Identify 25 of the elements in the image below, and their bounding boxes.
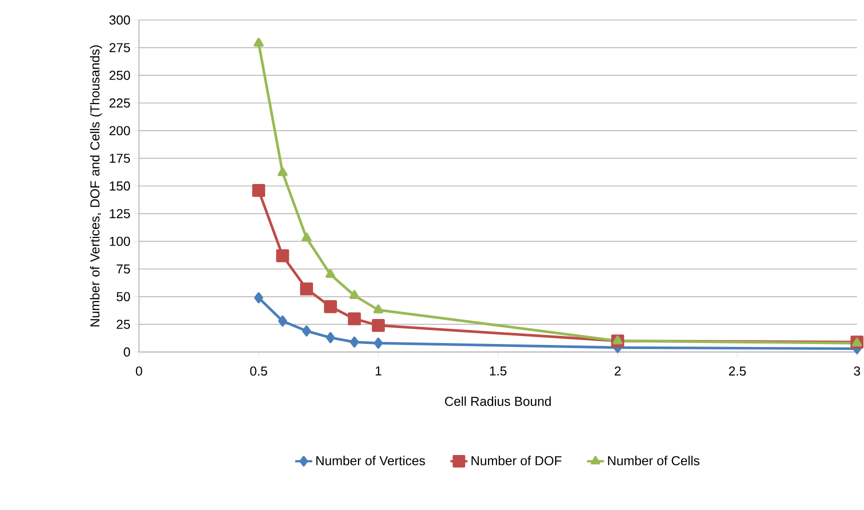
x-tick-label: 2.5 — [728, 366, 746, 376]
y-tick-label: 125 — [110, 209, 130, 218]
x-axis-title: Cell Radius Bound — [445, 396, 551, 406]
y-tick-label: 250 — [110, 70, 130, 80]
y-tick-label: 0 — [124, 347, 130, 357]
legend-label: Number of DOF — [472, 456, 562, 466]
x-tick-label: 1 — [376, 366, 382, 376]
y-tick-label: 175 — [110, 154, 130, 163]
y-tick-label: 300 — [109, 15, 130, 25]
y-tick-label: 225 — [110, 98, 130, 108]
x-tick-label: 2 — [614, 366, 621, 376]
y-tick-label: 75 — [116, 264, 130, 274]
y-tick-label: 275 — [110, 43, 130, 52]
legend-label: Number of Cells — [608, 456, 700, 466]
y-tick-label: 25 — [116, 320, 130, 329]
x-tick-label: 1.5 — [490, 366, 506, 376]
y-tick-label: 50 — [116, 292, 130, 302]
y-tick-label: 100 — [110, 236, 130, 246]
y-axis-title: Number of Vertices, DOF and Cells (Thousands) — [90, 45, 102, 326]
x-tick-label: 3 — [854, 366, 860, 376]
legend-label: Number of Vertices — [316, 456, 425, 466]
y-tick-label: 150 — [110, 181, 130, 191]
x-tick-label: 0.5 — [250, 366, 268, 376]
y-tick-label: 200 — [110, 126, 130, 136]
x-tick-label: 0 — [136, 366, 142, 376]
